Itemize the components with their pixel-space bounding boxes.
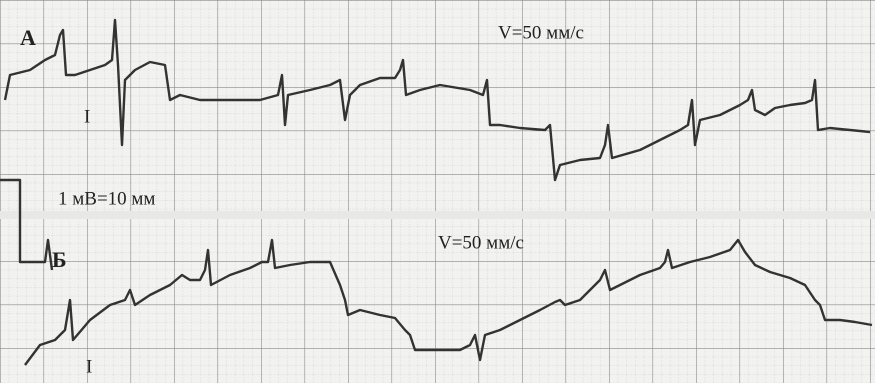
lead-label: I bbox=[86, 356, 92, 377]
page: А V=50 мм/с I 1 мВ=10 мм Б V=50 мм/с I (… bbox=[0, 0, 875, 383]
speed-label: V=50 мм/с bbox=[498, 22, 584, 43]
ecg-scan: А V=50 мм/с I 1 мВ=10 мм Б V=50 мм/с I bbox=[0, 0, 875, 383]
strip-label: Б bbox=[52, 247, 67, 272]
calibration-label: 1 мВ=10 мм bbox=[58, 188, 155, 209]
lead-label: I bbox=[84, 106, 90, 127]
speed-label: V=50 мм/с bbox=[438, 232, 524, 253]
strip-label: А bbox=[20, 25, 36, 50]
